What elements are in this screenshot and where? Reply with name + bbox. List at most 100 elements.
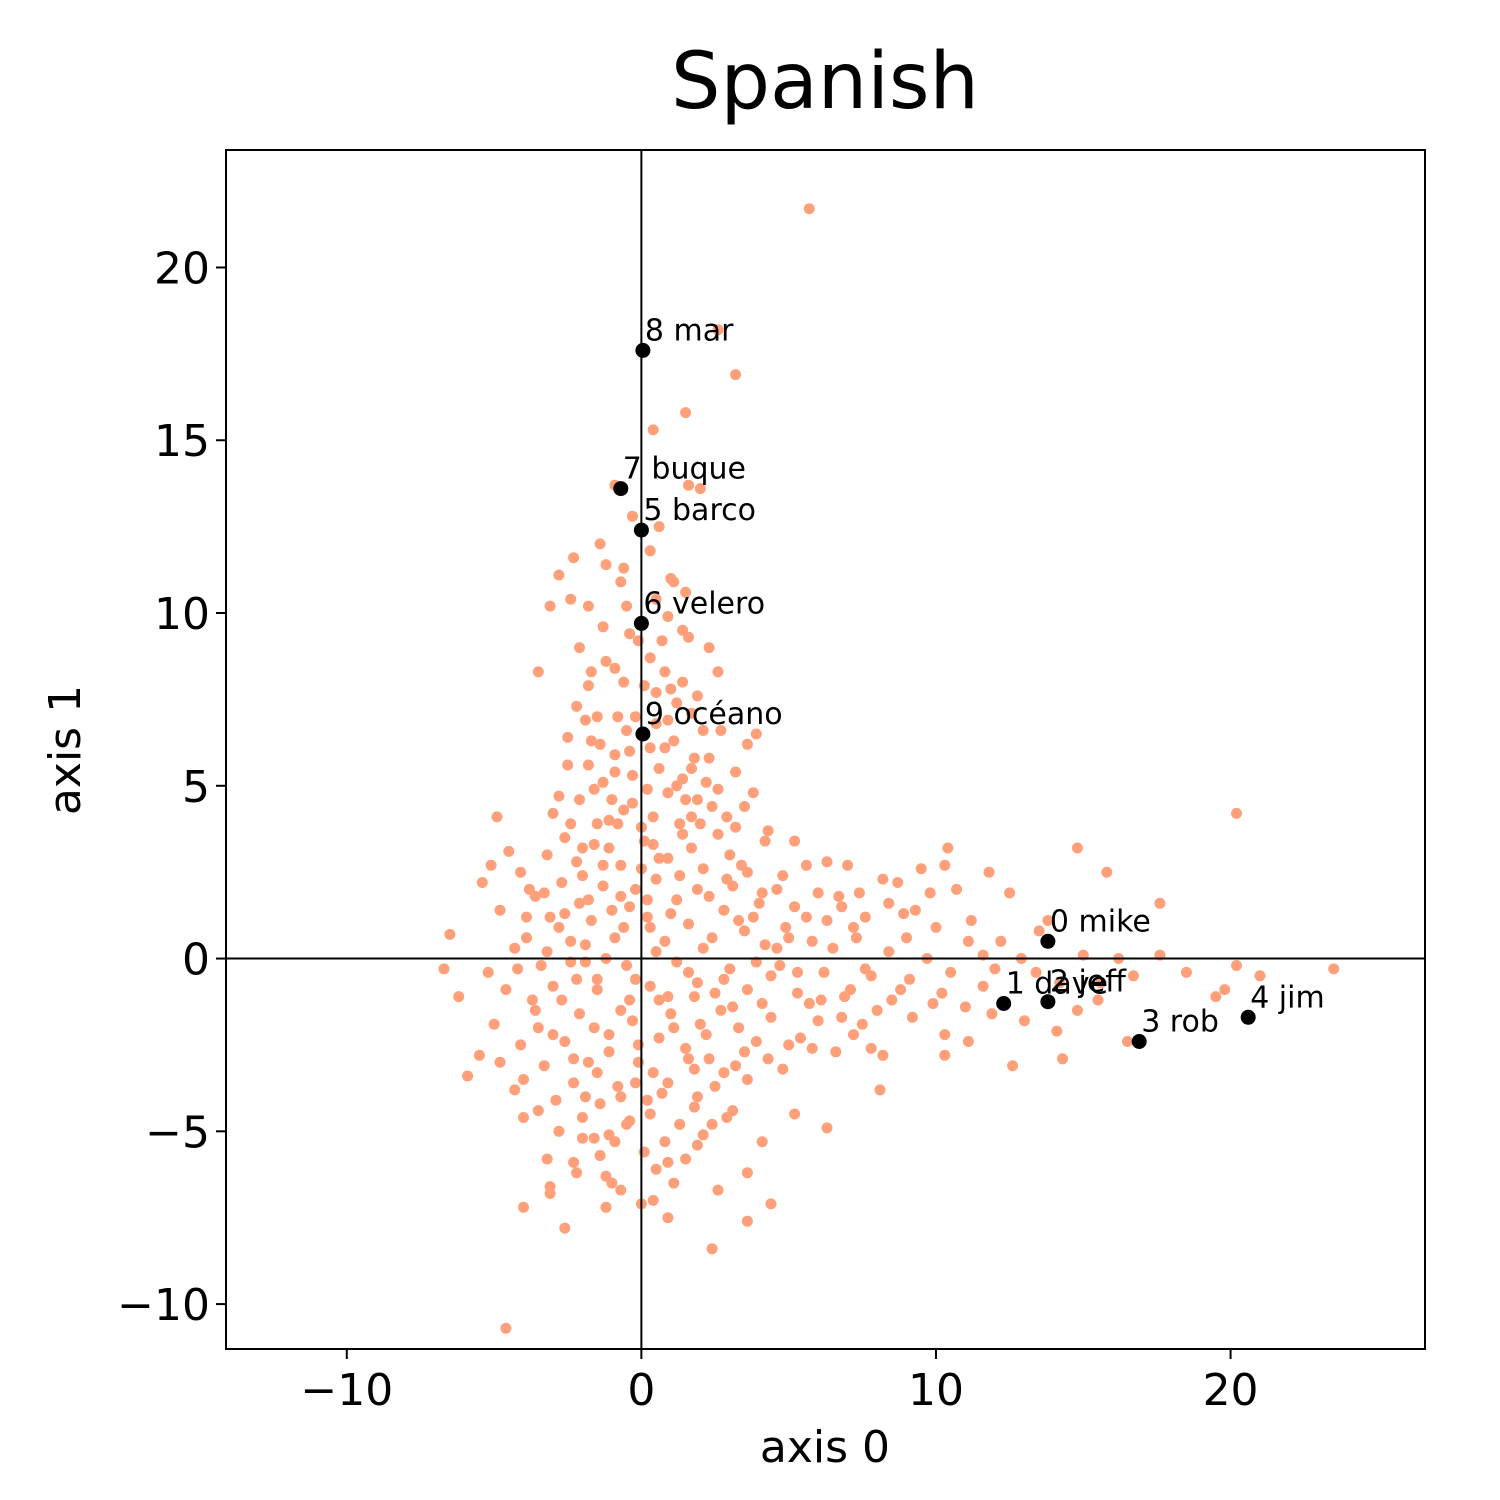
- background-point: [750, 1036, 762, 1047]
- background-point: [800, 911, 812, 923]
- background-point: [942, 842, 954, 854]
- background-point: [603, 1046, 615, 1058]
- background-point: [694, 483, 706, 495]
- background-point: [659, 1136, 671, 1148]
- background-point: [462, 1070, 474, 1082]
- background-point: [541, 1153, 553, 1165]
- background-point: [721, 811, 733, 823]
- background-point: [653, 1032, 665, 1044]
- highlighted-point-label: 2 jeff: [1050, 965, 1127, 1000]
- background-point: [615, 1091, 627, 1103]
- background-point: [647, 1194, 659, 1206]
- background-point: [512, 963, 524, 975]
- background-point: [671, 697, 683, 709]
- background-point: [532, 1105, 544, 1117]
- background-point: [612, 711, 624, 723]
- background-point: [647, 811, 659, 823]
- x-axis-ticks: −10 0 10 20: [300, 1349, 1259, 1416]
- background-point: [765, 970, 777, 982]
- background-point: [724, 849, 736, 861]
- background-point: [674, 870, 686, 882]
- background-point: [603, 814, 615, 826]
- background-point: [662, 1077, 674, 1089]
- background-point: [848, 921, 859, 933]
- background-point: [491, 811, 503, 823]
- background-point: [750, 728, 762, 740]
- background-point: [644, 980, 656, 992]
- background-point: [591, 1067, 603, 1079]
- background-point: [624, 1115, 636, 1127]
- background-point: [859, 963, 871, 975]
- background-point: [473, 1049, 485, 1061]
- background-point: [582, 759, 594, 771]
- y-axis-ticks: −10 −5 0 5 10 15 20: [117, 243, 226, 1331]
- background-point: [644, 921, 656, 933]
- background-point: [795, 1032, 806, 1044]
- background-point: [741, 1167, 753, 1179]
- background-point: [556, 877, 568, 888]
- background-point: [1092, 994, 1104, 1006]
- background-point: [986, 1008, 998, 1020]
- background-point: [765, 1011, 777, 1023]
- background-point: [712, 666, 724, 678]
- background-point: [662, 991, 674, 1003]
- background-point: [500, 984, 512, 996]
- background-point: [600, 559, 612, 571]
- background-point: [559, 1036, 571, 1047]
- background-point: [909, 904, 921, 916]
- plot-frame: [225, 149, 1426, 1350]
- background-point: [871, 1004, 883, 1016]
- highlighted-point: [1240, 1009, 1256, 1025]
- background-point: [703, 1053, 715, 1065]
- background-point: [906, 1011, 918, 1023]
- background-point: [588, 839, 600, 850]
- background-point: [762, 825, 774, 837]
- background-point: [939, 859, 951, 871]
- highlighted-point: [1040, 994, 1056, 1010]
- background-point: [886, 994, 898, 1006]
- background-point: [588, 1132, 600, 1144]
- background-point: [494, 904, 506, 916]
- background-point: [597, 621, 609, 633]
- background-point: [680, 1153, 692, 1165]
- background-point: [653, 852, 665, 864]
- background-point: [568, 1053, 580, 1065]
- background-point: [665, 908, 677, 920]
- background-point: [747, 911, 759, 923]
- background-point: [842, 859, 854, 871]
- background-point: [624, 628, 636, 640]
- background-point: [1051, 1025, 1063, 1037]
- background-point: [1007, 1060, 1019, 1072]
- background-point: [627, 510, 638, 522]
- highlighted-point-label: 4 jim: [1250, 980, 1325, 1015]
- background-point: [756, 1136, 768, 1148]
- background-point: [568, 1156, 580, 1168]
- background-point: [709, 987, 721, 999]
- background-point: [453, 991, 465, 1003]
- background-point: [877, 1049, 889, 1061]
- background-point: [1180, 966, 1192, 978]
- background-point: [647, 424, 659, 436]
- background-point: [694, 818, 706, 830]
- background-point: [568, 1077, 580, 1089]
- background-point: [591, 973, 603, 985]
- background-point: [1030, 966, 1042, 978]
- background-point: [915, 863, 927, 875]
- background-point: [671, 780, 683, 792]
- background-point: [683, 918, 694, 930]
- background-point: [706, 801, 718, 812]
- background-point: [883, 946, 895, 958]
- background-point: [877, 873, 889, 885]
- background-point: [647, 1067, 659, 1079]
- background-point: [677, 676, 689, 688]
- background-point: [659, 935, 671, 947]
- background-point: [718, 1067, 730, 1079]
- background-point: [565, 593, 577, 605]
- background-point: [585, 735, 597, 747]
- background-point: [845, 984, 856, 996]
- background-point: [630, 1077, 641, 1089]
- background-point: [821, 856, 833, 868]
- background-point: [1095, 977, 1107, 989]
- background-point: [494, 1056, 506, 1068]
